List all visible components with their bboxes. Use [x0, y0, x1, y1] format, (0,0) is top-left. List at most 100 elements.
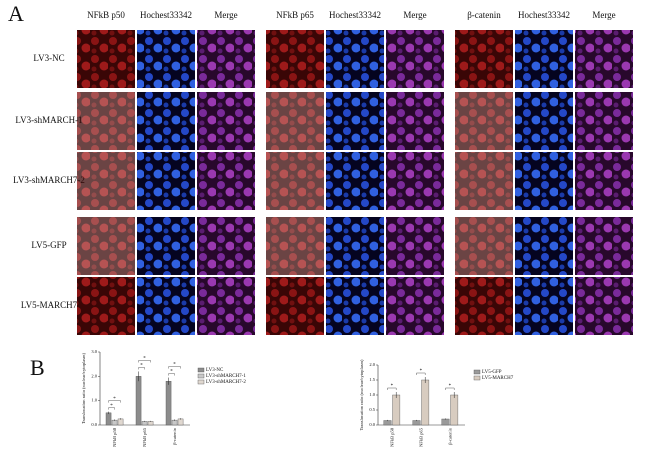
x-tick-label: NFkB p65: [419, 427, 424, 447]
micrograph: [455, 217, 513, 275]
micrograph: [575, 152, 633, 210]
micrograph: [326, 92, 384, 150]
row-label: LV3-shMARCH-1: [15, 115, 82, 125]
bar: [392, 394, 401, 426]
legend-label: LV5-GFP: [482, 370, 502, 375]
column-header: Merge: [214, 10, 237, 20]
y-tick-label: 0.5: [369, 407, 375, 412]
significance-bracket: [416, 372, 426, 375]
legend-swatch: [197, 379, 205, 385]
micrograph: [266, 277, 324, 335]
micrograph: [575, 30, 633, 88]
micrograph: [197, 92, 255, 150]
micrograph: [455, 92, 513, 150]
micrograph: [77, 217, 135, 275]
significance-label: *: [449, 384, 452, 389]
micrograph: [455, 152, 513, 210]
bar: [412, 420, 421, 426]
micrograph: [515, 217, 573, 275]
micrograph: [515, 152, 573, 210]
significance-label: *: [170, 370, 173, 375]
legend-swatch: [473, 375, 481, 381]
micrograph: [77, 277, 135, 335]
micrograph: [386, 92, 444, 150]
significance-bracket: [108, 400, 121, 403]
micrograph: [386, 217, 444, 275]
legend-swatch: [197, 373, 205, 379]
bar: [105, 412, 112, 426]
panel-label: B: [30, 355, 45, 380]
micrograph: [77, 30, 135, 88]
legend-swatch: [197, 367, 205, 373]
y-axis-label: Translocation ratio (nuclear/cytoplasm): [81, 352, 86, 424]
significance-bracket: [168, 373, 175, 376]
micrograph: [455, 277, 513, 335]
significance-label: *: [420, 369, 423, 374]
micrograph: [137, 277, 195, 335]
column-header: Hochest33342: [140, 10, 192, 20]
micrograph: [386, 277, 444, 335]
micrograph: [515, 30, 573, 88]
micrograph: [575, 217, 633, 275]
micrograph: [515, 92, 573, 150]
y-tick-label: 1.5: [369, 377, 375, 382]
panel-label: A: [8, 1, 24, 26]
significance-label: *: [113, 397, 116, 402]
legend-swatch: [473, 369, 481, 375]
micrograph: [137, 92, 195, 150]
column-header: Merge: [592, 10, 615, 20]
bar: [450, 394, 459, 426]
significance-label: *: [110, 404, 113, 409]
significance-label: *: [143, 357, 146, 362]
significance-label: *: [391, 384, 394, 389]
row-label: LV3-NC: [33, 53, 64, 63]
significance-bracket: [387, 387, 397, 390]
micrograph: [266, 92, 324, 150]
micrograph: [197, 152, 255, 210]
y-tick-label: 0.0: [91, 422, 97, 427]
x-tick-label: β-catenin: [448, 427, 453, 445]
significance-bracket: [138, 360, 151, 363]
micrograph: [77, 92, 135, 150]
x-tick-label: NFkB p50: [390, 427, 395, 447]
bar: [147, 421, 154, 426]
micrograph: [266, 152, 324, 210]
column-header: Hochest33342: [518, 10, 570, 20]
x-tick-label: NFkB p50: [112, 427, 117, 447]
y-axis-label: Translocation ratio (nuclear/cytoplasm): [359, 359, 364, 431]
bar: [383, 420, 392, 426]
row-label: LV5-MARCH7: [21, 300, 78, 310]
column-header: β-catenin: [467, 10, 501, 20]
bar: [165, 381, 172, 426]
micrograph: [137, 217, 195, 275]
micrograph: [326, 152, 384, 210]
y-tick-label: 2.0: [369, 362, 375, 367]
legend-label: LV3-shMARCH7-2: [206, 380, 246, 385]
row-label: LV5-GFP: [31, 240, 66, 250]
micrograph: [137, 152, 195, 210]
micrograph: [326, 277, 384, 335]
micrograph: [386, 30, 444, 88]
micrograph: [197, 277, 255, 335]
micrograph: [326, 217, 384, 275]
y-tick-label: 1.0: [91, 398, 97, 403]
micrograph: [137, 30, 195, 88]
bar: [177, 418, 184, 426]
column-header: NFkB p65: [276, 10, 314, 20]
micrograph: [266, 217, 324, 275]
micrograph: [197, 30, 255, 88]
micrograph: [197, 217, 255, 275]
bar: [117, 418, 124, 426]
row-label: LV3-shMARCH7-2: [13, 175, 85, 185]
significance-label: *: [173, 363, 176, 368]
bar: [135, 376, 142, 426]
micrograph: [386, 152, 444, 210]
y-tick-label: 2.0: [91, 373, 97, 378]
bar: [421, 379, 430, 426]
micrograph: [575, 277, 633, 335]
significance-bracket: [168, 366, 181, 369]
y-tick-label: 3.0: [91, 349, 97, 354]
column-header: NFkB p50: [87, 10, 125, 20]
micrograph: [455, 30, 513, 88]
